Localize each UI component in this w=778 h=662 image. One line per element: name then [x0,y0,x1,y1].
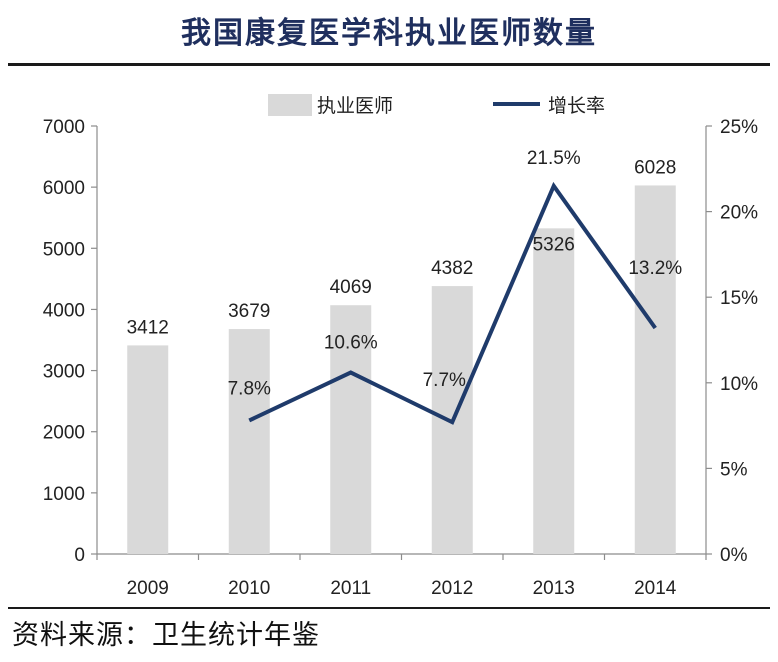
bar-value-label: 3412 [127,317,169,338]
bar-value-label: 4382 [431,258,473,279]
growth-rate-label: 13.2% [628,258,682,279]
x-tick-label: 2013 [533,578,575,599]
legend-bar-label: 执业医师 [317,95,393,117]
bar [634,185,676,555]
title-divider [8,63,770,66]
left-tick-label: 0 [74,545,85,566]
axes: 0 1000 2000 3000 4000 5000 6000 7000 0% 5% 10% 15% 2… [43,117,758,599]
bar [330,305,372,554]
x-tick-label: 2014 [634,578,677,599]
bar [228,329,270,554]
left-tick-label: 7000 [43,117,85,138]
growth-rate-label: 10.6% [324,333,378,354]
bar [127,345,169,554]
growth-line-layer [248,181,657,425]
x-tick-label: 2012 [431,578,473,599]
legend-line-label: 增长率 [548,95,605,117]
growth-rate-label: 7.8% [228,378,271,399]
right-tick-label: 5% [720,459,748,480]
legend-bar-swatch [268,94,312,116]
bar-value-label: 4069 [330,277,372,298]
chart: 0 1000 2000 3000 4000 5000 6000 7000 0% 5% 10% 15% 2… [43,94,758,599]
bar [533,228,575,554]
x-tick-label: 2009 [127,578,169,599]
bars [127,185,676,555]
left-tick-label: 3000 [43,362,85,383]
right-tick-label: 15% [720,288,758,309]
x-tick-label: 2010 [228,578,270,599]
growth-rate-line [248,181,657,425]
x-tick-label: 2011 [330,578,371,599]
right-tick-label: 0% [720,545,748,566]
legend: 执业医师 增长率 [268,94,605,117]
left-tick-label: 4000 [43,300,85,321]
chart-title: 我国康复医学科执业医师数量 [181,16,597,51]
source-note: 资料来源：卫生统计年鉴 [12,620,320,651]
right-tick-label: 25% [720,117,758,138]
bar-value-label: 3679 [228,301,270,322]
right-tick-label: 20% [720,203,758,224]
left-tick-label: 6000 [43,178,85,199]
left-tick-label: 5000 [43,239,85,260]
left-tick-label: 1000 [43,484,85,505]
right-tick-label: 10% [720,374,758,395]
source-divider [8,607,770,609]
bar-value-label: 6028 [634,157,676,178]
growth-rate-label: 7.7% [423,370,466,391]
left-tick-label: 2000 [43,423,85,444]
growth-rate-label: 21.5% [527,148,581,169]
data-labels: 3412 3679 4069 4382 5326 6028 7.8% 10.6% 7.7% 21.… [127,148,683,400]
bar-value-label: 5326 [533,234,575,255]
